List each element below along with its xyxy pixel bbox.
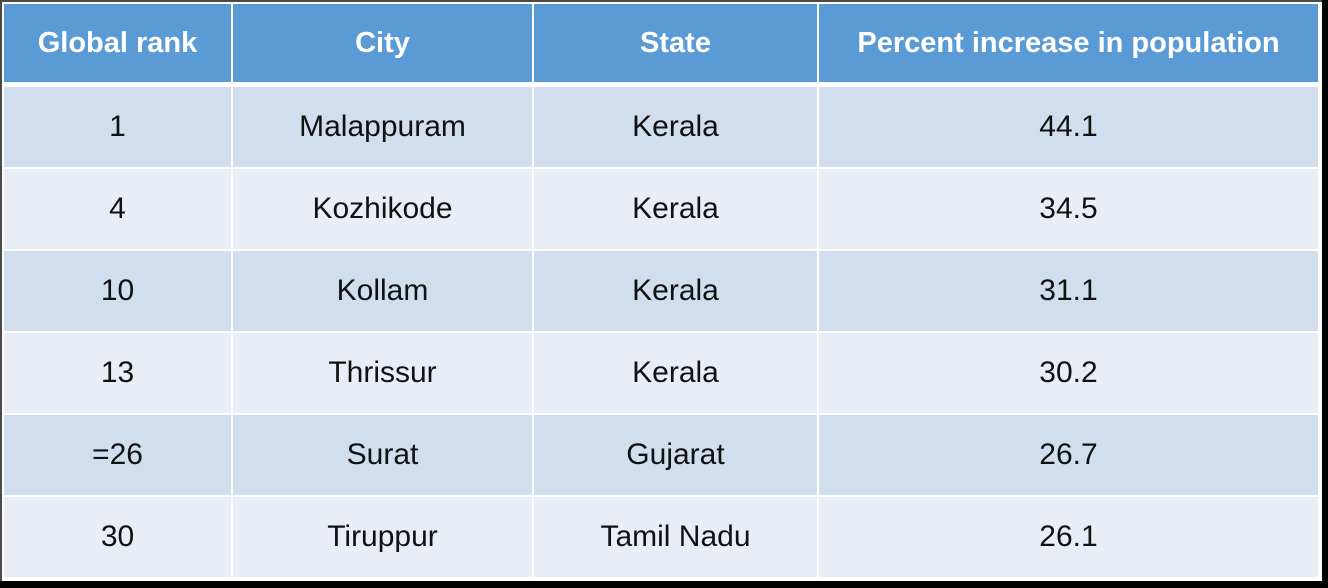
cell-rank: 4 — [4, 168, 233, 251]
cell-percent: 34.5 — [818, 168, 1318, 251]
cell-percent: 31.1 — [818, 250, 1318, 333]
cell-state: Kerala — [533, 84, 819, 169]
cell-rank: =26 — [4, 414, 233, 497]
header-percent-increase: Percent increase in population — [818, 4, 1318, 87]
cell-rank: 13 — [4, 332, 233, 415]
table-row: 10 Kollam Kerala 31.1 — [4, 250, 1318, 333]
table-row: 30 Tiruppur Tamil Nadu 26.1 — [4, 496, 1318, 579]
header-row: Global rank City State Percent increase … — [4, 4, 1318, 87]
cell-percent: 30.2 — [818, 332, 1318, 415]
cell-state: Tamil Nadu — [533, 496, 819, 579]
cell-state: Kerala — [533, 168, 819, 251]
cell-city: Malappuram — [232, 84, 534, 169]
header-state: State — [533, 4, 819, 87]
cell-city: Kollam — [232, 250, 534, 333]
cell-percent: 44.1 — [818, 84, 1318, 169]
population-growth-table: Global rank City State Percent increase … — [4, 4, 1318, 579]
table-row: =26 Surat Gujarat 26.7 — [4, 414, 1318, 497]
cell-city: Surat — [232, 414, 534, 497]
table-row: 1 Malappuram Kerala 44.1 — [4, 84, 1318, 169]
cell-percent: 26.1 — [818, 496, 1318, 579]
table-row: 4 Kozhikode Kerala 34.5 — [4, 168, 1318, 251]
cell-percent: 26.7 — [818, 414, 1318, 497]
cell-state: Gujarat — [533, 414, 819, 497]
cell-state: Kerala — [533, 250, 819, 333]
cell-city: Tiruppur — [232, 496, 534, 579]
cell-rank: 30 — [4, 496, 233, 579]
cell-rank: 1 — [4, 84, 233, 169]
header-global-rank: Global rank — [4, 4, 233, 87]
header-city: City — [232, 4, 534, 87]
cell-rank: 10 — [4, 250, 233, 333]
cell-city: Thrissur — [232, 332, 534, 415]
cell-city: Kozhikode — [232, 168, 534, 251]
table-row: 13 Thrissur Kerala 30.2 — [4, 332, 1318, 415]
cell-state: Kerala — [533, 332, 819, 415]
